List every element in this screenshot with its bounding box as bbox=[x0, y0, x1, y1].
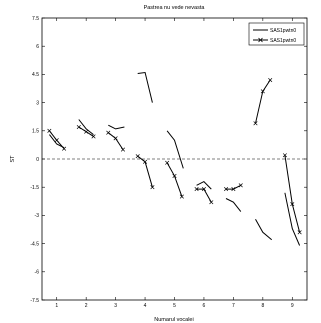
series-2-point bbox=[54, 138, 59, 143]
series-1-segment-7 bbox=[225, 198, 242, 212]
series-2-point bbox=[143, 159, 148, 164]
legend-marker-2 bbox=[258, 37, 263, 43]
y-tick-label: -4.5 bbox=[30, 241, 39, 247]
y-tick-label: -3 bbox=[35, 213, 40, 219]
series-1-segment-9 bbox=[284, 192, 301, 246]
series-2-point bbox=[201, 187, 206, 192]
y-tick-label: 7.5 bbox=[32, 16, 39, 22]
series-2-point bbox=[120, 147, 126, 152]
series-1-segment-6 bbox=[196, 180, 212, 190]
series-2-point bbox=[62, 146, 67, 151]
x-tick-label: 8 bbox=[261, 303, 264, 309]
series-2-point bbox=[290, 202, 295, 207]
x-tick-label: 6 bbox=[203, 303, 206, 309]
legend-label-2: SAS1pwtn0 bbox=[270, 38, 296, 44]
series-2-point bbox=[260, 89, 265, 94]
legend-label-1: SAS1pwtn0 bbox=[270, 28, 296, 34]
x-tick-label: 7 bbox=[232, 303, 235, 309]
series-1-segment-4 bbox=[137, 71, 153, 103]
legend: SAS1pwtn0 SAS1pwtn0 bbox=[248, 22, 305, 46]
x-tick-label: 5 bbox=[173, 303, 176, 309]
y-tick-label: -6 bbox=[35, 270, 40, 276]
chart-title: Pastrea nu vede nevasta bbox=[144, 5, 206, 11]
series-2-point bbox=[106, 130, 111, 135]
x-axis-label: Numarul vocalei bbox=[154, 317, 193, 323]
series-2-point bbox=[113, 136, 118, 141]
y-tick-label: 6 bbox=[36, 44, 39, 50]
series-2-point bbox=[282, 153, 287, 158]
series-1-segment-2 bbox=[78, 119, 94, 135]
series-2-point bbox=[135, 154, 140, 159]
y-tick-label: -1.5 bbox=[30, 185, 39, 191]
x-tick-label: 9 bbox=[291, 303, 294, 309]
series-2-point bbox=[172, 173, 177, 178]
series-2-point bbox=[223, 187, 229, 192]
series-2-point bbox=[194, 187, 199, 192]
series-2-point bbox=[238, 183, 243, 188]
y-tick-label: 4.5 bbox=[32, 72, 39, 78]
x-tick-label: 1 bbox=[55, 303, 58, 309]
series-2-point bbox=[84, 129, 89, 134]
series-1-segment-5 bbox=[166, 130, 184, 169]
series-2-point bbox=[91, 134, 96, 139]
series-1-segment-8 bbox=[255, 218, 273, 241]
series-2-point bbox=[253, 121, 258, 126]
series-2-point bbox=[150, 185, 155, 190]
series-1-segment-3 bbox=[108, 124, 125, 130]
y-axis-label: ST bbox=[10, 155, 16, 163]
series-2-point bbox=[76, 124, 81, 130]
x-tick-label: 2 bbox=[85, 303, 88, 309]
series-2-point bbox=[268, 77, 273, 83]
series-2-point bbox=[297, 230, 302, 235]
x-tick-label: 3 bbox=[114, 303, 117, 309]
series-2-point bbox=[209, 200, 214, 205]
series-2-point bbox=[47, 128, 52, 133]
y-tick-label: 1.5 bbox=[32, 129, 39, 135]
series-2-point bbox=[179, 194, 184, 199]
y-tick-label: 3 bbox=[36, 100, 39, 106]
series-group bbox=[47, 71, 302, 246]
y-tick-label: -7.5 bbox=[30, 298, 39, 304]
series-2-point bbox=[165, 160, 170, 165]
x-tick-label: 4 bbox=[144, 303, 147, 309]
y-tick-label: 0 bbox=[36, 157, 39, 163]
series-2-point bbox=[231, 187, 236, 192]
